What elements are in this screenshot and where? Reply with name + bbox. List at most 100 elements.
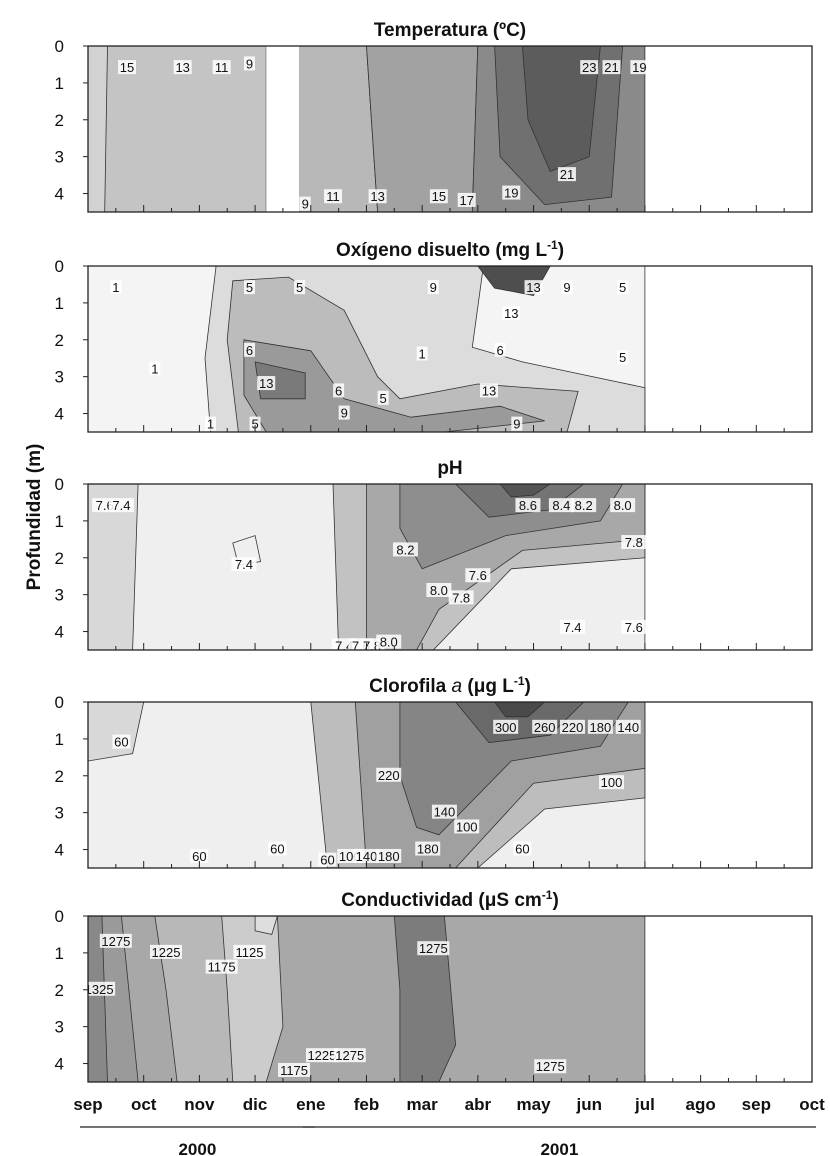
year-label: 2000 (178, 1140, 216, 1156)
month-label: sep (742, 1095, 771, 1114)
month-label: ene (296, 1095, 325, 1114)
panel-2-contour-label-bg (494, 342, 506, 357)
panel-4-depth-tick-label: 1 (55, 730, 64, 749)
panel-2-contour-label: 1 (151, 361, 158, 376)
panel-2-contour-label-bg (338, 405, 350, 420)
panel-4-depth-tick-label: 4 (55, 841, 64, 860)
panel-2-contour-label-bg (149, 361, 161, 376)
panel-1-contour-label-bg (324, 189, 343, 204)
panel-3-contour-label-bg (108, 498, 134, 513)
panel-3-contour-label: 8.0 (380, 635, 398, 650)
panel-5-contour-label: 1225 (152, 945, 181, 960)
panel-3-contour-label-bg (621, 619, 647, 634)
panel-5-contour-label: 1125 (236, 945, 264, 960)
panel-4-contour-label-bg (268, 841, 287, 856)
panel-4-contour-label-bg (454, 819, 480, 834)
panel-5-depth-tick-label: 2 (55, 981, 64, 1000)
panel-4-contour-label: 220 (378, 768, 400, 783)
panel-5-contour-label: 1325 (85, 982, 114, 997)
panel-5-contour-label-bg (88, 981, 116, 996)
panel-1-contour-label-bg (502, 185, 521, 200)
panel-3-depth-tick-label: 3 (55, 586, 64, 605)
panel-1-contour-label-bg (602, 60, 621, 75)
panel-2-contour-label-bg (244, 342, 256, 357)
panel-2: 1 1 1 5 5 6 13 6 5 9 5 1 9 13 6 13 9 13 9 5 5 0 1 2 3 4 (55, 257, 813, 433)
panel-2-depth-tick-label: 3 (55, 368, 64, 387)
month-label: jun (575, 1095, 602, 1114)
panel-2-contour-label: 6 (497, 343, 504, 358)
panel-2-depth-tick-label: 2 (55, 331, 64, 350)
panel-3-depth-tick-label: 1 (55, 512, 64, 531)
panel-2-contour-label: 5 (246, 280, 253, 295)
panel-5-contour-label-bg (99, 933, 132, 948)
panel-4-contour-band (399, 702, 629, 836)
panel-3-contour-label: 8.6 (519, 498, 537, 513)
panel-1-contour-label-bg (580, 60, 599, 75)
panel-3-contour-label-bg (376, 634, 402, 649)
panel-2-contour-label: 13 (482, 383, 496, 398)
panel-2-contour-label: 9 (341, 406, 348, 421)
panel-3-contour-label: 7.4 (112, 498, 130, 513)
panel-4-contour-label: 60 (114, 735, 128, 750)
panel-3-contour-label: 7.4 (335, 638, 353, 653)
panel-4-contour-label: 260 (534, 720, 556, 735)
panel-3-contour-label-bg (610, 498, 636, 513)
panel-4-contour-label: 100 (601, 775, 623, 790)
panel-5-contour-band (254, 916, 278, 935)
panel-4-contour-label: 60 (270, 842, 284, 857)
panel-4-contour-label: 60 (515, 842, 529, 857)
panel-4-contour-label-bg (431, 804, 457, 819)
panel-1-contour-label: 11 (326, 189, 340, 204)
panel-1-contour-label: 17 (459, 193, 473, 208)
panel-3-plot-area: 7.67.47.47.47.67.88.08.28.07.87.68.68.48… (88, 484, 647, 653)
panel-4-contour-label-bg (493, 719, 519, 734)
panel-2-contour-label-bg (479, 383, 498, 398)
panel-2-contour-label-bg (205, 416, 217, 431)
panel-1-contour-label: 9 (302, 197, 309, 212)
panel-2-contour-label-bg (333, 383, 345, 398)
panel-4-contour-label: 220 (562, 720, 584, 735)
panel-4-contour-label-bg (615, 719, 641, 734)
panel-5-contour-band (393, 916, 457, 1082)
panel-3-contour-label: 7.8 (363, 638, 381, 653)
panel-1-contour-label: 15 (432, 189, 446, 204)
panel-4-depth-tick-label: 2 (55, 767, 64, 786)
month-label: mar (407, 1095, 439, 1114)
panel-1-contour-label: 15 (120, 60, 134, 75)
panel-3-depth-tick-label: 2 (55, 549, 64, 568)
panel-2-contour-label: 9 (430, 280, 437, 295)
panel-2-title: Oxígeno disuelto (mg L-1) (336, 238, 564, 261)
panel-2-depth-tick-label: 1 (55, 294, 64, 313)
panel-5-contour-label: 1275 (536, 1059, 565, 1074)
panel-1-contour-label: 21 (560, 167, 574, 182)
panel-3-contour-label-bg (465, 568, 491, 583)
panel-3-contour-label-bg (571, 498, 597, 513)
month-label: dic (243, 1095, 268, 1114)
panel-1-contour-label: 23 (582, 60, 596, 75)
panel-2-contour-label: 1 (112, 280, 119, 295)
panel-2-contour-label-bg (416, 346, 428, 361)
panel-4-contour-label-bg (532, 719, 558, 734)
panel-4-contour-label-bg (318, 852, 337, 867)
panel-1-contour-band (299, 46, 379, 212)
panel-2-contour-label-bg (427, 280, 439, 295)
panel-5-contour-label-bg (333, 1048, 366, 1063)
panel-4-contour-band (494, 702, 546, 718)
panel-1-depth-tick-label: 3 (55, 148, 64, 167)
panel-3-contour-label-bg (359, 638, 385, 650)
panel-1-contour-band (88, 46, 267, 212)
panel-4-contour-label-bg (415, 841, 441, 856)
panel-2-contour-label-bg (257, 376, 276, 391)
panel-4-contour-label: 140 (434, 805, 456, 820)
panel-4-contour-label: 60 (320, 853, 334, 868)
panel-3-contour-label-bg (548, 498, 574, 513)
month-label: oct (131, 1095, 157, 1114)
panel-1-contour-label-bg (429, 189, 448, 204)
panel-3-contour-band (499, 484, 551, 498)
panel-1-depth-tick-label: 4 (55, 185, 64, 204)
panel-3-contour-label: 7.8 (625, 535, 643, 550)
panel-4-contour-label: 60 (192, 849, 206, 864)
